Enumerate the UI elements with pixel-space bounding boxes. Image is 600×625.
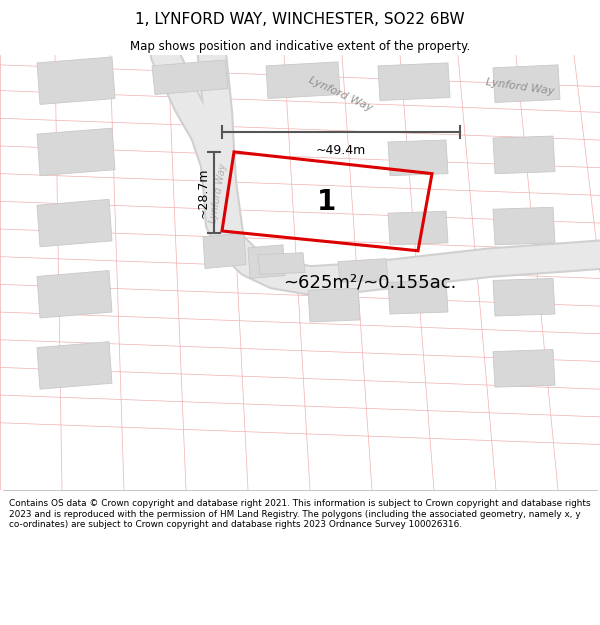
Polygon shape <box>338 259 388 282</box>
Text: Lynford Way: Lynford Way <box>485 77 555 96</box>
Text: 1, LYNFORD WAY, WINCHESTER, SO22 6BW: 1, LYNFORD WAY, WINCHESTER, SO22 6BW <box>135 12 465 27</box>
Polygon shape <box>248 245 285 278</box>
Polygon shape <box>152 60 228 94</box>
Text: ~28.7m: ~28.7m <box>197 167 210 217</box>
Polygon shape <box>388 211 448 245</box>
Polygon shape <box>258 253 305 274</box>
Polygon shape <box>37 128 115 176</box>
Polygon shape <box>388 140 448 176</box>
Text: Lynford Way: Lynford Way <box>307 76 373 114</box>
Text: Map shows position and indicative extent of the property.: Map shows position and indicative extent… <box>130 39 470 52</box>
Polygon shape <box>388 281 448 314</box>
Polygon shape <box>493 208 555 245</box>
Text: 1: 1 <box>317 188 336 216</box>
Polygon shape <box>37 271 112 318</box>
Polygon shape <box>493 136 555 174</box>
Polygon shape <box>493 278 555 316</box>
Polygon shape <box>493 65 560 102</box>
Polygon shape <box>37 57 115 104</box>
Polygon shape <box>203 233 246 269</box>
Polygon shape <box>266 62 340 99</box>
Text: Contains OS data © Crown copyright and database right 2021. This information is : Contains OS data © Crown copyright and d… <box>9 499 590 529</box>
Polygon shape <box>493 349 555 387</box>
Text: Lynford Way: Lynford Way <box>208 162 228 224</box>
Polygon shape <box>37 199 112 247</box>
Polygon shape <box>308 288 360 322</box>
Text: ~625m²/~0.155ac.: ~625m²/~0.155ac. <box>283 273 457 291</box>
Polygon shape <box>37 342 112 389</box>
Text: ~49.4m: ~49.4m <box>316 144 366 157</box>
Polygon shape <box>378 63 450 101</box>
